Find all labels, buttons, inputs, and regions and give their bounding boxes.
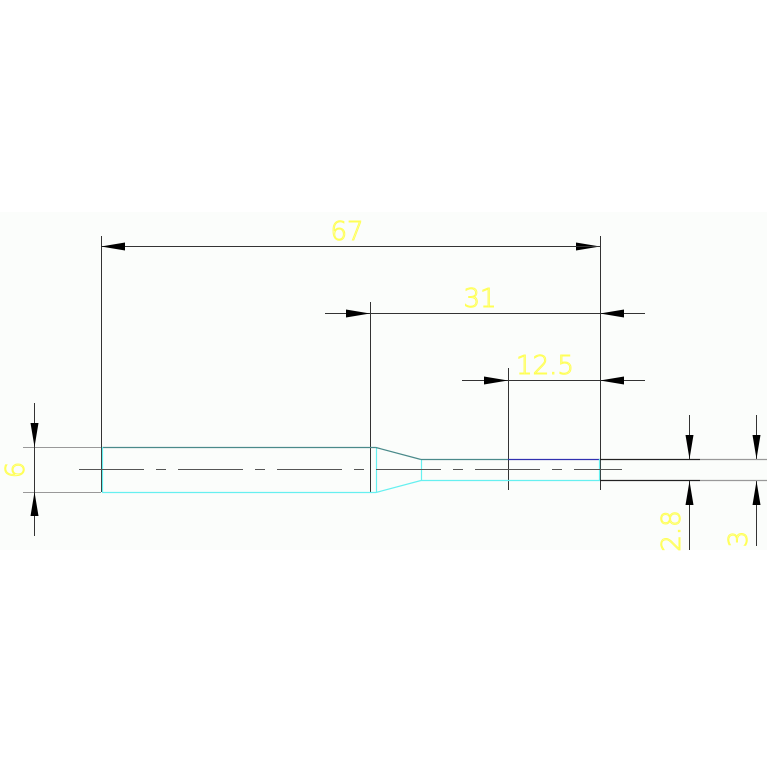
dimension-label-31: 31 xyxy=(463,284,496,314)
dimension-label-2-8: 2.8 xyxy=(657,510,687,551)
dimension-12-5: 12.5 xyxy=(462,351,645,385)
dimension-67: 67 xyxy=(101,217,600,251)
dimension-label-3: 3 xyxy=(724,531,754,548)
dimension-3: 3 xyxy=(724,415,761,548)
dimension-label-6: 6 xyxy=(1,462,31,479)
dimension-label-67: 67 xyxy=(330,217,363,247)
dimension-31: 31 xyxy=(325,284,645,318)
dimension-label-12-5: 12.5 xyxy=(516,351,574,381)
drawing-area xyxy=(0,212,767,550)
dimension-6: 6 xyxy=(1,403,39,536)
dimension-2-8: 2.8 xyxy=(657,415,694,552)
